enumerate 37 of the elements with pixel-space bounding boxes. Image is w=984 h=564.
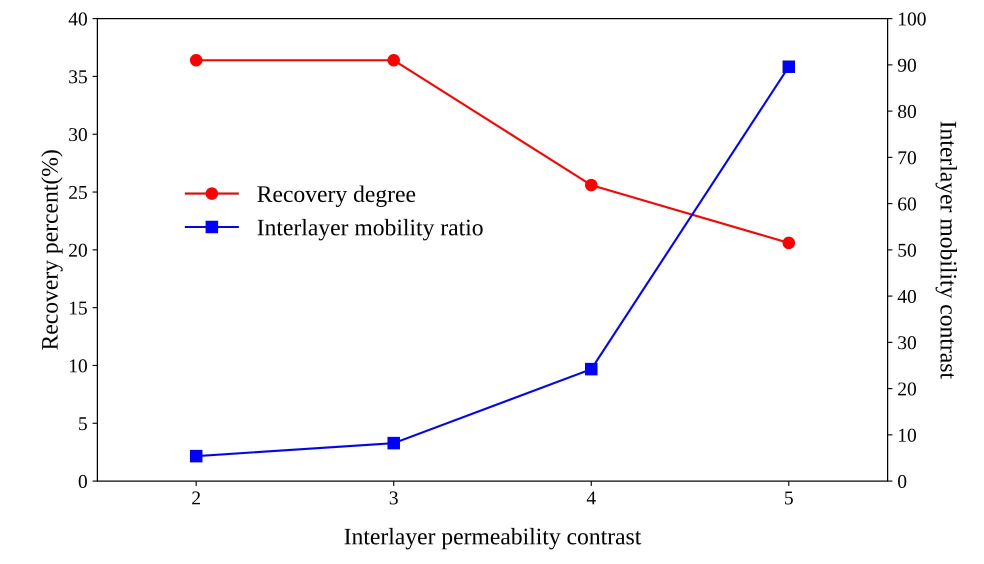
y-tick-label: 0: [78, 474, 87, 488]
point: [190, 450, 202, 462]
y2-axis-title: Interlayer mobility contrast: [936, 122, 958, 379]
y2-tick-label: 20: [898, 382, 916, 396]
point: [190, 54, 202, 66]
y2-tick-label: 100: [899, 12, 926, 26]
y2-tick-label: 60: [898, 197, 916, 211]
y2-tick-label: 50: [898, 244, 916, 257]
y-tick-label: 25: [69, 186, 87, 199]
point: [387, 54, 400, 66]
y2-tick-label: 90: [898, 58, 916, 72]
x-tick-label: 4: [586, 492, 596, 504]
point: [387, 436, 400, 450]
y-tick-label: 35: [69, 70, 87, 84]
y-tick-label: 5: [79, 417, 87, 430]
x-tick-label: 3: [390, 491, 398, 504]
x-tick-label: 5: [785, 492, 793, 504]
y2-tick-label: 10: [899, 428, 916, 442]
y-tick-label: 40: [68, 12, 87, 26]
x-tick-label: 2: [192, 491, 200, 504]
y-tick-label: 15: [70, 302, 87, 315]
point: [782, 60, 796, 73]
legend-label: Interlayer mobility ratio: [258, 218, 483, 240]
y-tick-label: 10: [70, 359, 87, 372]
y-tick-label: 20: [69, 244, 87, 257]
y2-tick-label: 80: [898, 104, 916, 118]
x-axis-title: Interlayer permeability contrast: [344, 528, 642, 550]
point: [782, 236, 796, 250]
y-axis-title: Recovery percent(%): [41, 150, 63, 350]
y2-tick-label: 0: [898, 474, 906, 488]
point: [585, 178, 598, 192]
point: [585, 362, 598, 376]
y-tick-label: 30: [69, 128, 87, 142]
y2-tick-label: 70: [898, 151, 916, 164]
legend-label: Recovery degree: [257, 185, 416, 207]
y2-tick-label: 30: [898, 336, 916, 350]
y2-tick-label: 40: [898, 290, 916, 304]
